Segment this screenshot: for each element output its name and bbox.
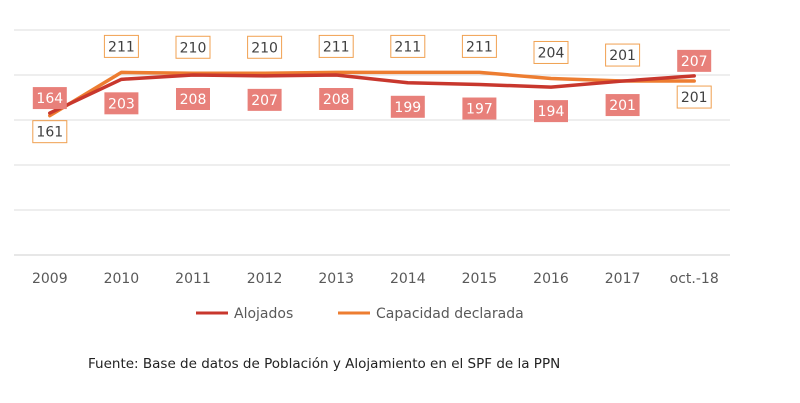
x-axis-ticks: 2009 2010 2011 2012 2013 2014 2015 2016 2017 oct.… xyxy=(32,271,719,287)
x-tick-label: 2011 xyxy=(175,271,211,287)
capacidad-label-box xyxy=(103,34,139,58)
capacidad-data-label: 211 xyxy=(466,39,493,55)
capacidad-data-label: 211 xyxy=(394,39,421,55)
alojados-label-box xyxy=(319,88,354,110)
legend-label-capacidad: Capacidad declarada xyxy=(376,306,524,322)
x-tick-label: 2016 xyxy=(533,271,569,287)
source-note: Fuente: Base de datos de Población y Alo… xyxy=(88,356,561,372)
alojados-data-label: 199 xyxy=(394,100,421,116)
capacidad-label-box xyxy=(533,40,569,64)
capacidad-data-label: 204 xyxy=(538,45,565,61)
capacidad-data-label: 201 xyxy=(609,48,636,64)
capacidad-label-box xyxy=(676,85,712,109)
x-tick-label: 2012 xyxy=(247,271,283,287)
capacidad-data-label: 211 xyxy=(323,39,350,55)
x-tick-label: 2017 xyxy=(605,271,641,287)
alojados-label-box xyxy=(677,49,712,72)
alojados-data-label: 201 xyxy=(609,98,636,114)
capacidad-label-box xyxy=(390,34,426,58)
x-tick-label: oct.-18 xyxy=(670,271,719,287)
capacidad-label-box xyxy=(318,34,354,58)
x-tick-label: 2009 xyxy=(32,271,68,287)
gridlines xyxy=(14,29,730,256)
alojados-data-label: 208 xyxy=(180,92,207,108)
legend: Alojados Capacidad declarada xyxy=(196,306,524,322)
alojados-label-box xyxy=(534,100,568,123)
alojados-data-label: 197 xyxy=(466,102,493,118)
legend-label-alojados: Alojados xyxy=(234,306,293,322)
alojados-data-label: 203 xyxy=(108,96,135,112)
capacidad-data-label: 201 xyxy=(681,90,708,106)
alojados-label-box xyxy=(390,95,425,118)
alojados-label-box xyxy=(32,87,67,110)
x-tick-label: 2010 xyxy=(104,271,140,287)
alojados-data-label: 164 xyxy=(36,91,63,107)
capacidad-label-box xyxy=(32,120,68,144)
alojados-label-box xyxy=(605,94,640,117)
series-lines xyxy=(48,70,696,118)
alojados-label-box xyxy=(462,97,497,120)
x-tick-label: 2014 xyxy=(390,271,426,287)
x-tick-label: 2015 xyxy=(462,271,498,287)
alojados-data-label: 207 xyxy=(681,54,708,70)
capacidad-label-box xyxy=(605,43,641,67)
series-line-capacidad xyxy=(48,70,696,118)
capacidad-data-label: 161 xyxy=(36,125,63,141)
alojados-label-box xyxy=(176,88,210,110)
alojados-label-box xyxy=(104,92,139,115)
capacidad-data-label: 210 xyxy=(251,40,278,56)
capacidad-label-box xyxy=(461,34,497,58)
x-tick-label: 2013 xyxy=(318,271,354,287)
series-line-alojados xyxy=(48,73,696,115)
capacidad-data-label: 211 xyxy=(108,39,135,55)
alojados-label-box xyxy=(247,88,282,111)
data-labels: 161 164 211 203 210 208 210 207 211 208 211 199 211 1… xyxy=(32,34,712,144)
alojados-data-label: 207 xyxy=(251,93,278,109)
alojados-data-label: 208 xyxy=(323,92,350,108)
capacidad-label-box xyxy=(247,35,283,59)
capacidad-data-label: 210 xyxy=(180,40,207,56)
capacidad-label-box xyxy=(175,35,211,59)
alojados-data-label: 194 xyxy=(538,104,565,120)
